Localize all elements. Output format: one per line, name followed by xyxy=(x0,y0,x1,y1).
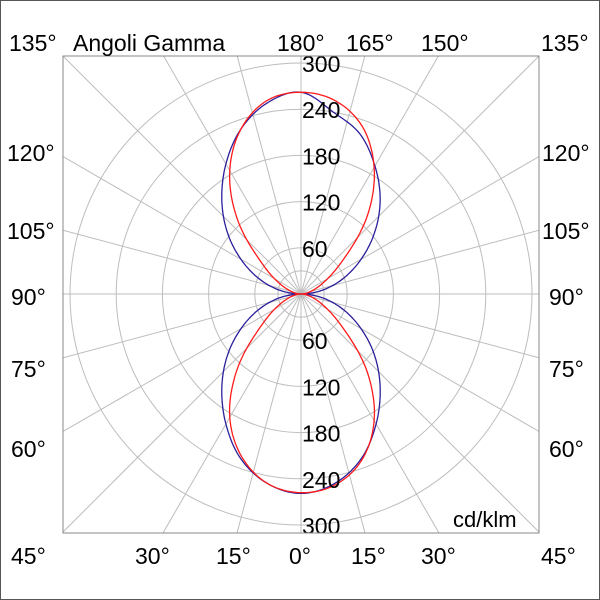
angle-label-right: 90° xyxy=(549,284,584,310)
curves xyxy=(221,91,381,495)
grid-spoke xyxy=(63,293,302,359)
angle-label-bottom: 45° xyxy=(11,543,46,569)
angle-label-right: 75° xyxy=(549,356,584,382)
grid-spoke xyxy=(63,293,302,432)
grid-spoke xyxy=(300,293,440,533)
angle-label-left: 90° xyxy=(11,284,46,310)
radial-labels: 60 60 120 120 180 180 240 240 300 300 xyxy=(302,51,340,539)
grid-spoke xyxy=(63,156,302,295)
angle-label-left: 120° xyxy=(7,140,55,166)
radial-tick-label: 240 xyxy=(302,97,340,123)
angle-label-bottom: 30° xyxy=(135,543,170,569)
angle-label-bottom: 15° xyxy=(351,543,386,569)
grid-spoke xyxy=(300,156,539,295)
grid-spoke xyxy=(300,293,539,432)
angle-label-left: 105° xyxy=(7,218,55,244)
angle-label-right: 60° xyxy=(549,436,584,462)
series-0-lower-curve xyxy=(221,293,381,495)
angle-label-top: 165° xyxy=(346,30,394,56)
grid-spoke xyxy=(300,293,539,359)
angle-label-top: 135° xyxy=(9,30,57,56)
grid-spoke xyxy=(300,229,539,295)
grid xyxy=(63,56,539,533)
radial-tick-label: 300 xyxy=(302,513,340,539)
grid-spoke xyxy=(300,56,439,295)
series-1-upper-curve xyxy=(228,91,376,295)
radial-tick-label: 300 xyxy=(302,51,340,77)
angle-label-bottom: 0° xyxy=(289,543,311,569)
grid-spoke xyxy=(300,56,539,295)
grid-spoke xyxy=(236,56,302,295)
grid-spoke xyxy=(63,56,302,295)
radial-tick-label: 180 xyxy=(302,421,340,447)
radial-tick-label: 60 xyxy=(302,328,328,354)
angle-label-right: 120° xyxy=(542,140,590,166)
angle-label-top: 180° xyxy=(277,30,325,56)
radial-tick-label: 120 xyxy=(302,374,340,400)
angle-label-top: 150° xyxy=(421,30,469,56)
grid-spoke xyxy=(63,229,302,295)
radial-tick-label: 60 xyxy=(302,236,328,262)
grid-spoke xyxy=(236,293,302,533)
angle-label-bottom: 30° xyxy=(421,543,456,569)
plot-frame xyxy=(62,55,540,534)
chart-title: Angoli Gamma xyxy=(73,30,225,56)
grid-spoke xyxy=(300,293,539,533)
angle-label-left: 60° xyxy=(11,436,46,462)
grid-spoke xyxy=(300,293,366,533)
radial-tick-label: 240 xyxy=(302,467,340,493)
angle-label-bottom: 15° xyxy=(216,543,251,569)
radial-tick-label: 180 xyxy=(302,143,340,169)
angle-label-top: 135° xyxy=(541,30,589,56)
angle-label-bottom: 45° xyxy=(541,543,576,569)
angle-label-left: 75° xyxy=(11,356,46,382)
grid-spoke xyxy=(163,56,302,295)
radial-tick-label: 120 xyxy=(302,190,340,216)
grid-spoke xyxy=(63,293,302,533)
angle-label-right: 105° xyxy=(542,218,590,244)
grid-spoke xyxy=(300,56,366,295)
series-1-lower-curve xyxy=(228,293,376,494)
grid-spoke xyxy=(162,293,302,533)
unit-label: cd/klm xyxy=(453,507,517,532)
